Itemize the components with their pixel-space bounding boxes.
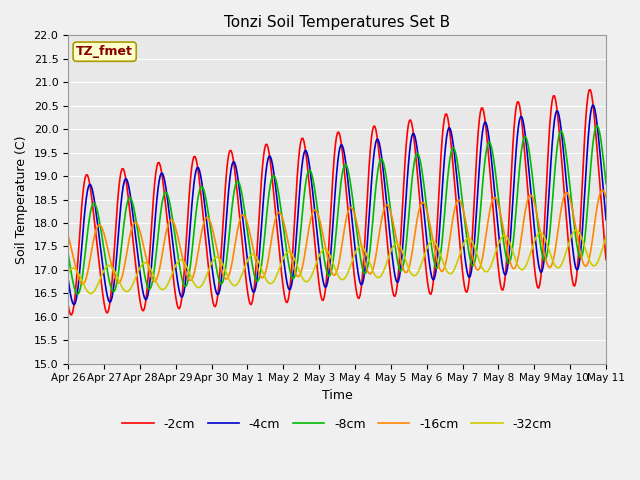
-16cm <box>599 187 607 193</box>
Line: -8cm: -8cm <box>68 126 606 294</box>
-16cm <box>366 271 374 277</box>
Line: -2cm: -2cm <box>68 90 606 315</box>
-2cm <box>68 312 76 318</box>
-2cm <box>366 148 374 154</box>
-32cm <box>602 234 610 240</box>
Legend: -2cm, -4cm, -8cm, -16cm, -32cm: -2cm, -4cm, -8cm, -16cm, -32cm <box>117 413 557 436</box>
Y-axis label: Soil Temperature (C): Soil Temperature (C) <box>15 135 28 264</box>
-8cm <box>366 245 374 251</box>
-2cm <box>392 290 400 296</box>
-16cm <box>461 213 468 219</box>
Line: -4cm: -4cm <box>68 105 606 305</box>
-2cm <box>64 302 72 308</box>
-8cm <box>233 179 241 185</box>
-8cm <box>292 268 300 274</box>
-32cm <box>554 265 562 271</box>
Line: -32cm: -32cm <box>68 230 606 293</box>
-8cm <box>461 217 468 223</box>
-2cm <box>602 257 610 263</box>
-4cm <box>70 302 77 308</box>
-32cm <box>233 282 241 288</box>
-8cm <box>602 181 610 187</box>
-2cm <box>292 191 300 197</box>
-32cm <box>87 290 95 296</box>
-16cm <box>233 232 241 238</box>
X-axis label: Time: Time <box>322 389 353 402</box>
-8cm <box>554 140 562 145</box>
-8cm <box>593 123 601 129</box>
-16cm <box>292 272 300 277</box>
-8cm <box>74 291 81 297</box>
-4cm <box>233 168 241 173</box>
-2cm <box>461 284 468 290</box>
-16cm <box>79 281 86 287</box>
-32cm <box>64 270 72 276</box>
-4cm <box>461 252 468 257</box>
-2cm <box>586 87 594 93</box>
-4cm <box>292 238 300 243</box>
-16cm <box>392 234 400 240</box>
-32cm <box>292 260 300 266</box>
-8cm <box>392 250 400 255</box>
-2cm <box>554 114 562 120</box>
-16cm <box>602 194 610 200</box>
Text: TZ_fmet: TZ_fmet <box>76 45 133 58</box>
-32cm <box>392 241 400 247</box>
-2cm <box>233 184 241 190</box>
-32cm <box>461 239 468 245</box>
-32cm <box>366 261 374 267</box>
-4cm <box>554 108 562 114</box>
-16cm <box>64 233 72 239</box>
-4cm <box>392 277 400 283</box>
-32cm <box>572 227 580 233</box>
-16cm <box>554 229 562 235</box>
Line: -16cm: -16cm <box>68 190 606 284</box>
-4cm <box>589 102 596 108</box>
-4cm <box>64 276 72 282</box>
-4cm <box>602 217 610 223</box>
-8cm <box>64 251 72 257</box>
-4cm <box>366 197 374 203</box>
Title: Tonzi Soil Temperatures Set B: Tonzi Soil Temperatures Set B <box>224 15 450 30</box>
